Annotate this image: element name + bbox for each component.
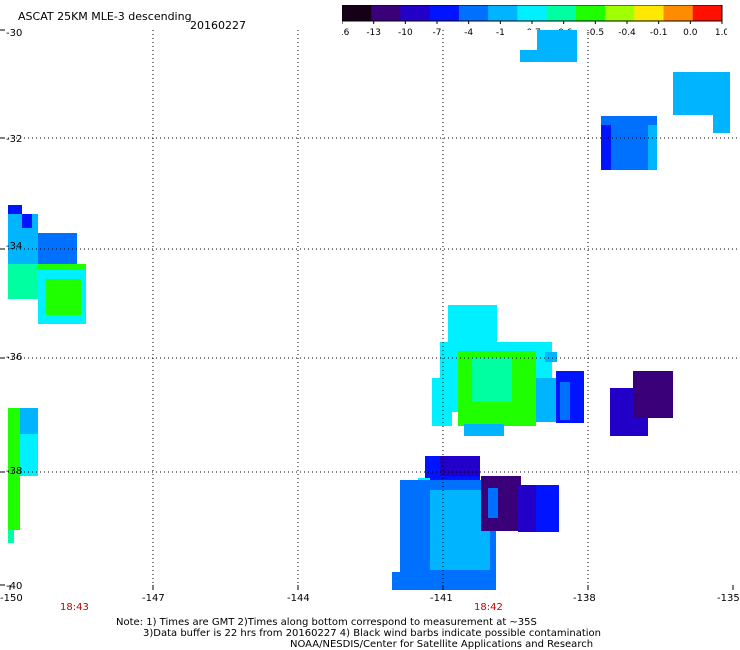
wind-cell [673, 72, 730, 115]
wind-data-swaths [8, 30, 730, 590]
colorbar-segment [663, 5, 694, 21]
wind-cell [520, 30, 537, 50]
wind-cell [472, 358, 512, 402]
wind-cell [464, 424, 504, 436]
colorbar-segment [692, 5, 723, 21]
lon-label-150: -150 [0, 593, 23, 604]
lon-label-138: -138 [573, 593, 596, 604]
lon-label-135: -135 [717, 593, 740, 604]
time-label-1843: 18:43 [60, 602, 89, 613]
wind-cell [488, 488, 498, 518]
lat-label-30: -30 [6, 28, 22, 39]
lon-label-141: -141 [430, 593, 453, 604]
colorbar-label: -0.1 [650, 28, 668, 37]
wind-cell [440, 456, 480, 476]
colorbar-segment [575, 5, 606, 21]
lat-label-34: -34 [6, 241, 22, 252]
colorbar-label: -16 [342, 28, 350, 37]
wind-cell [22, 214, 32, 228]
map-ticks [0, 29, 734, 590]
colorbar-segment [400, 5, 431, 21]
colorbar-segment [429, 5, 460, 21]
map-grid [0, 30, 740, 590]
colorbar-segment [634, 5, 665, 21]
colorbar-label: 0.0 [683, 28, 698, 37]
colorbar-segment [488, 5, 518, 21]
colorbar-segment [546, 5, 577, 21]
lon-label-147: -147 [142, 593, 165, 604]
wind-cell [633, 371, 673, 418]
colorbar-label: -13 [366, 28, 381, 37]
colorbar-label: -7 [433, 28, 442, 37]
lon-label-144: -144 [287, 593, 310, 604]
colorbar-label: -0.5 [587, 28, 605, 37]
colorbar-label: -10 [398, 28, 413, 37]
colorbar-segment [371, 5, 401, 21]
wind-cell [20, 408, 38, 434]
wind-cell [430, 490, 490, 570]
wind-cell [648, 125, 657, 170]
note-line-3: NOAA/NESDIS/Center for Satellite Applica… [290, 639, 594, 650]
colorbar-segment [458, 5, 489, 21]
lat-label-38: -38 [6, 466, 22, 477]
time-label-1842: 18:42 [474, 602, 503, 613]
wind-cell [392, 572, 412, 590]
lat-label-40: -40 [6, 581, 22, 592]
colorbar-segment [342, 5, 372, 21]
note-line-1: Note: 1) Times are GMT 2)Times along bot… [116, 617, 537, 628]
colorbar-segment [517, 5, 548, 21]
wind-cell [560, 382, 570, 420]
wind-cell [46, 279, 81, 315]
colorbar-label: -1 [496, 28, 505, 37]
wind-cell [601, 125, 611, 170]
map-title: ASCAT 25KM MLE-3 descending [18, 10, 192, 23]
lat-label-36: -36 [6, 352, 22, 363]
color-scale-legend: -16-13-10-7-4-1-0.7-0.6-0.5-0.4-0.10.01.… [342, 5, 727, 37]
wind-cell [8, 530, 14, 543]
wind-cell [545, 352, 557, 362]
wind-cell [713, 115, 730, 133]
wind-cell [8, 408, 20, 530]
note-line-2: 3)Data buffer is 22 hrs from 20160227 4)… [143, 628, 601, 639]
colorbar-segment [605, 5, 635, 21]
map-date: 20160227 [190, 19, 246, 32]
wind-cell [481, 476, 521, 531]
wind-cell [536, 485, 559, 532]
wind-cell [8, 264, 38, 299]
colorbar-label: -0.4 [618, 28, 636, 37]
colorbar-label: -4 [464, 28, 473, 37]
wind-cell [432, 378, 452, 426]
lat-label-32: -32 [6, 134, 22, 145]
colorbar-label: 1.0 [715, 28, 727, 37]
